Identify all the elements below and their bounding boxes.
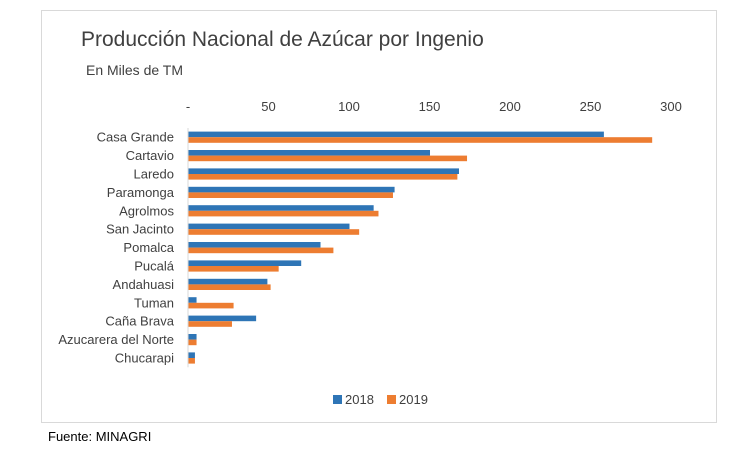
legend-label-2018: 2018: [345, 392, 374, 407]
legend-swatch-2018: [333, 395, 342, 404]
bar-2018: [188, 315, 257, 322]
bar-2018: [188, 223, 350, 230]
category-label: Chucarapi: [115, 351, 174, 366]
x-tick-label: 300: [660, 99, 682, 114]
bar-2018: [188, 297, 197, 303]
bar-2019: [188, 302, 234, 309]
category-label: Laredo: [134, 167, 174, 182]
bar-2019: [188, 192, 393, 198]
legend-swatch-2019: [387, 395, 396, 404]
bar-2019: [188, 137, 653, 143]
bar-2019: [188, 321, 232, 327]
x-tick-label: 200: [499, 99, 521, 114]
x-tick-label: -: [186, 99, 190, 114]
chart-title: Producción Nacional de Azúcar por Ingeni…: [81, 28, 484, 51]
bar-2018: [188, 168, 459, 174]
bar-2018: [188, 334, 197, 340]
bar-2018: [188, 131, 604, 138]
bar-2019: [188, 339, 197, 346]
category-label: Agrolmos: [119, 203, 174, 218]
x-tick-label: 250: [580, 99, 602, 114]
bar-2019: [188, 229, 360, 235]
chart-frame: [41, 10, 717, 423]
chart-subtitle: En Miles de TM: [86, 62, 183, 78]
category-label: Azucarera del Norte: [58, 332, 174, 347]
bar-2018: [188, 205, 374, 211]
bar-2018: [188, 278, 268, 285]
bar-2018: [188, 352, 195, 358]
bar-2019: [188, 174, 458, 180]
x-tick-label: 100: [338, 99, 360, 114]
category-label: San Jacinto: [106, 222, 174, 237]
bar-2019: [188, 358, 195, 364]
category-label: Pucalá: [134, 259, 175, 274]
bar-2019: [188, 155, 468, 162]
category-label: Andahuasi: [113, 277, 175, 292]
category-label: Tuman: [134, 295, 174, 310]
bar-2019: [188, 247, 334, 254]
category-label: Paramonga: [107, 185, 175, 200]
category-label: Caña Brava: [105, 314, 174, 329]
bar-2019: [188, 210, 379, 217]
bar-2018: [188, 150, 430, 156]
bar-2019: [188, 284, 271, 290]
x-tick-label: 50: [261, 99, 275, 114]
bar-2018: [188, 260, 302, 266]
category-label: Pomalca: [123, 240, 174, 255]
x-tick-label: 150: [419, 99, 441, 114]
legend-label-2019: 2019: [399, 392, 428, 407]
category-label: Cartavio: [126, 148, 174, 163]
bar-2019: [188, 266, 279, 272]
bar-2018: [188, 186, 395, 193]
source-note: Fuente: MINAGRI: [48, 429, 152, 444]
bar-2018: [188, 242, 321, 248]
category-label: Casa Grande: [97, 130, 174, 145]
